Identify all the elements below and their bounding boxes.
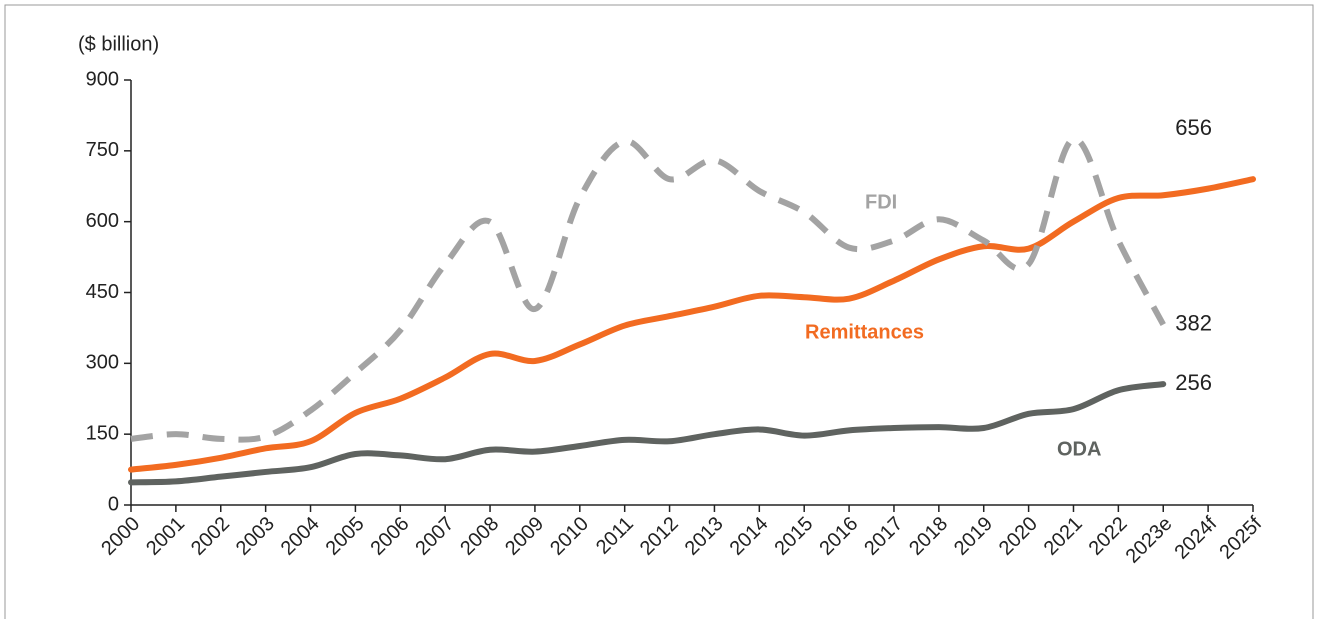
x-tick-label: 2007 bbox=[411, 513, 458, 560]
y-tick-label: 750 bbox=[86, 139, 119, 161]
x-tick-label: 2000 bbox=[97, 513, 144, 560]
series-line bbox=[128, 381, 1167, 486]
x-tick-label: 2003 bbox=[232, 513, 279, 560]
x-tick-label: 2017 bbox=[860, 513, 907, 560]
x-tick-label: 2013 bbox=[681, 513, 728, 560]
x-tick-label: 2011 bbox=[592, 513, 638, 559]
x-tick-label: 2009 bbox=[501, 513, 548, 560]
x-tick-label: 2020 bbox=[995, 513, 1042, 560]
x-tick-label: 2001 bbox=[142, 513, 189, 560]
x-tick-label: 2014 bbox=[726, 513, 773, 560]
series-label: Remittances bbox=[805, 321, 924, 343]
series-line bbox=[128, 176, 1256, 473]
x-tick-label: 2019 bbox=[950, 513, 997, 560]
x-tick-label: 2016 bbox=[815, 513, 862, 560]
x-tick-label: 2015 bbox=[770, 513, 817, 560]
x-tick-label: 2018 bbox=[905, 513, 952, 560]
x-tick-label: 2025f bbox=[1215, 512, 1266, 563]
y-tick-label: 0 bbox=[108, 493, 119, 515]
x-tick-label: 2010 bbox=[546, 513, 593, 560]
frame bbox=[4, 4, 1314, 624]
end-value-label: 256 bbox=[1175, 370, 1212, 395]
x-tick-label: 2012 bbox=[636, 513, 683, 560]
x-tick-label: 2005 bbox=[322, 513, 369, 560]
y-tick-label: 900 bbox=[86, 68, 119, 90]
y-tick-label: 150 bbox=[86, 422, 119, 444]
x-tick-label: 2002 bbox=[187, 513, 234, 560]
x-tick-label: 2023e bbox=[1122, 513, 1177, 568]
y-tick-label: 600 bbox=[86, 210, 119, 232]
series-line bbox=[130, 136, 1166, 443]
end-value-label: 382 bbox=[1175, 310, 1212, 335]
y-axis-label: ($ billion) bbox=[78, 33, 159, 55]
x-tick-label: 2006 bbox=[367, 513, 414, 560]
x-tick-label: 2004 bbox=[277, 513, 324, 560]
y-tick-label: 300 bbox=[86, 352, 119, 374]
end-value-label: 656 bbox=[1175, 115, 1212, 140]
y-tick-label: 450 bbox=[86, 281, 119, 303]
x-tick-label: 2008 bbox=[456, 513, 503, 560]
x-tick-label: 2024f bbox=[1170, 512, 1221, 563]
series-label: ODA bbox=[1057, 438, 1101, 460]
series-label: FDI bbox=[865, 191, 897, 213]
x-tick-label: 2021 bbox=[1040, 513, 1087, 560]
